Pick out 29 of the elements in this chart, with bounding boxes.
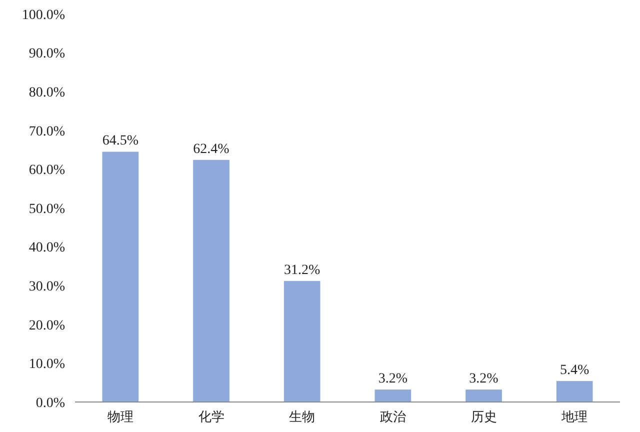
x-tick-label: 历史 xyxy=(470,410,497,425)
y-tick-label: 70.0% xyxy=(28,124,66,140)
y-tick-label: 10.0% xyxy=(28,357,66,372)
y-tick-label: 0.0% xyxy=(36,396,66,411)
y-tick-label: 90.0% xyxy=(28,46,66,62)
data-label: 64.5% xyxy=(102,134,139,149)
data-label: 3.2% xyxy=(469,372,499,387)
bar xyxy=(374,390,412,402)
data-label: 3.2% xyxy=(378,372,408,387)
y-tick-label: 80.0% xyxy=(28,86,66,100)
y-tick-label: 50.0% xyxy=(28,202,66,217)
x-tick-label: 政治 xyxy=(380,410,406,425)
bar xyxy=(284,280,320,402)
y-tick-label: 40.0% xyxy=(28,240,66,256)
y-tick-label: 100.0% xyxy=(22,8,66,23)
y-tick-label: 20.0% xyxy=(28,318,66,334)
y-tick-label: 30.0% xyxy=(28,280,66,294)
bar xyxy=(102,152,139,402)
data-label: 5.4% xyxy=(560,363,590,378)
x-tick-label: 地理 xyxy=(560,410,588,425)
x-tick-label: 生物 xyxy=(289,410,316,425)
y-tick-label: 60.0% xyxy=(28,163,66,178)
data-label: 31.2% xyxy=(284,262,320,278)
x-tick-label: 物理 xyxy=(107,410,134,425)
bar xyxy=(556,381,593,402)
bar xyxy=(466,390,502,402)
x-tick-label: 化学 xyxy=(198,410,224,425)
data-label: 62.4% xyxy=(193,142,230,157)
bar xyxy=(193,160,230,402)
